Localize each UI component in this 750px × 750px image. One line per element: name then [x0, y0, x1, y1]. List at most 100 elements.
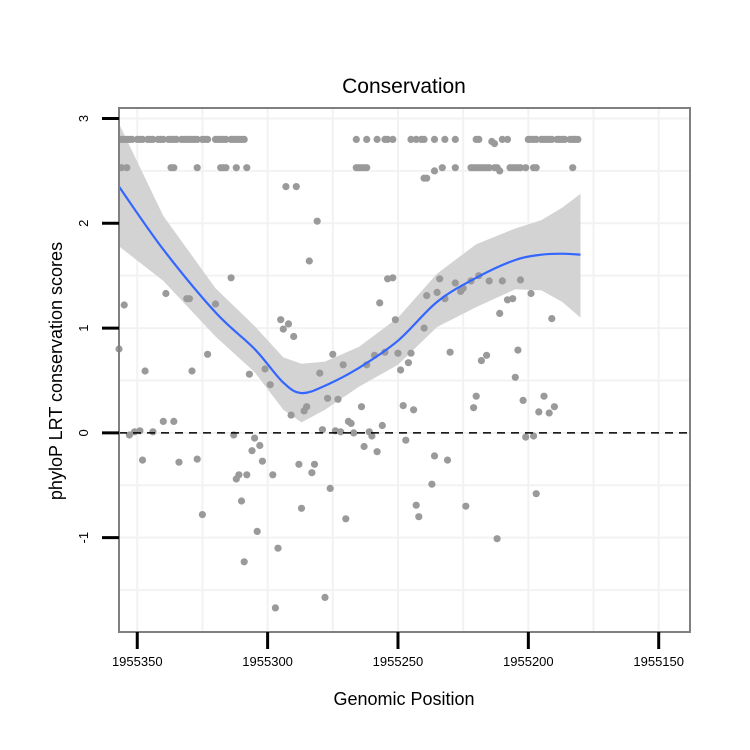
data-point — [407, 135, 415, 143]
data-point — [261, 365, 269, 373]
data-point — [412, 501, 420, 509]
data-point — [522, 164, 530, 172]
data-point — [303, 403, 311, 411]
x-tick-label: 1955350 — [112, 654, 163, 669]
data-point — [399, 402, 407, 410]
data-point — [519, 396, 527, 404]
data-point — [308, 469, 316, 477]
data-point — [245, 370, 253, 378]
x-tick-label: 1955250 — [373, 654, 424, 669]
data-point — [125, 431, 133, 439]
x-axis-title: Genomic Position — [333, 689, 474, 709]
data-point — [485, 277, 493, 285]
data-point — [248, 447, 256, 455]
data-point — [120, 301, 128, 309]
data-point — [516, 276, 525, 284]
data-point — [438, 164, 446, 172]
data-point — [498, 277, 506, 285]
data-point — [483, 351, 491, 359]
data-point — [415, 513, 423, 521]
x-tick-label: 1955150 — [633, 654, 684, 669]
data-point — [420, 135, 428, 143]
data-point — [496, 309, 504, 317]
data-point — [159, 417, 167, 425]
data-point — [569, 164, 577, 172]
data-point — [360, 442, 368, 451]
data-point — [391, 316, 399, 324]
data-point — [561, 135, 569, 143]
data-point — [188, 367, 196, 375]
data-point — [436, 275, 444, 283]
data-point — [423, 174, 431, 182]
data-point — [258, 457, 266, 465]
data-point — [420, 324, 428, 332]
chart-title: Conservation — [342, 75, 466, 98]
data-point — [550, 403, 559, 411]
data-point — [172, 135, 180, 143]
data-point — [149, 428, 157, 436]
data-point — [530, 432, 538, 440]
data-point — [532, 164, 540, 172]
data-point — [548, 315, 556, 323]
data-point — [363, 164, 371, 172]
data-point — [339, 361, 347, 369]
y-tick-label: 3 — [76, 115, 91, 122]
x-axis-ticks: 1955350 1955300 1955250 1955200 1955150 — [112, 632, 684, 669]
data-point — [128, 135, 136, 143]
data-point — [389, 274, 397, 282]
data-point — [412, 135, 420, 143]
y-axis-title: phyloP LRT conservation scores — [46, 242, 66, 500]
data-point — [123, 164, 131, 172]
data-point — [337, 428, 345, 436]
data-point — [295, 460, 303, 468]
data-point — [342, 515, 350, 523]
data-point — [310, 460, 319, 468]
data-point — [318, 426, 326, 434]
data-point — [407, 349, 415, 357]
y-tick-label: 2 — [76, 220, 91, 227]
data-point — [256, 441, 264, 450]
data-point — [193, 164, 201, 172]
data-point — [251, 434, 259, 442]
data-point — [321, 593, 329, 602]
data-point — [363, 135, 371, 143]
y-tick-label: 1 — [76, 324, 91, 331]
data-point — [509, 295, 517, 303]
data-point — [175, 458, 183, 466]
data-point — [496, 167, 504, 175]
data-point — [277, 316, 285, 324]
y-tick-label: -1 — [76, 532, 91, 544]
data-point — [527, 289, 535, 298]
data-point — [240, 135, 248, 143]
data-point — [493, 535, 501, 543]
data-point — [271, 604, 279, 612]
data-point — [462, 502, 470, 510]
data-point — [204, 135, 212, 143]
data-point — [269, 471, 277, 479]
data-point — [329, 350, 337, 358]
data-point — [540, 392, 548, 400]
data-point — [441, 135, 449, 143]
data-point — [423, 292, 431, 300]
data-point — [446, 348, 454, 356]
x-tick-label: 1955300 — [242, 654, 293, 669]
data-point — [324, 394, 332, 402]
data-point — [389, 135, 397, 143]
data-point — [490, 140, 499, 148]
data-point — [290, 332, 298, 341]
x-tick-label: 1955200 — [503, 654, 554, 669]
data-point — [297, 504, 306, 512]
data-point — [451, 135, 459, 143]
data-point — [159, 135, 167, 143]
data-point — [545, 409, 553, 417]
data-point — [162, 289, 170, 298]
data-point — [472, 392, 480, 400]
data-point — [138, 135, 147, 143]
data-point — [532, 135, 540, 143]
data-point — [253, 527, 261, 536]
data-point — [511, 373, 519, 381]
data-point — [313, 217, 321, 225]
data-point — [378, 421, 386, 430]
smooth-line — [118, 185, 581, 395]
data-point — [243, 471, 251, 479]
